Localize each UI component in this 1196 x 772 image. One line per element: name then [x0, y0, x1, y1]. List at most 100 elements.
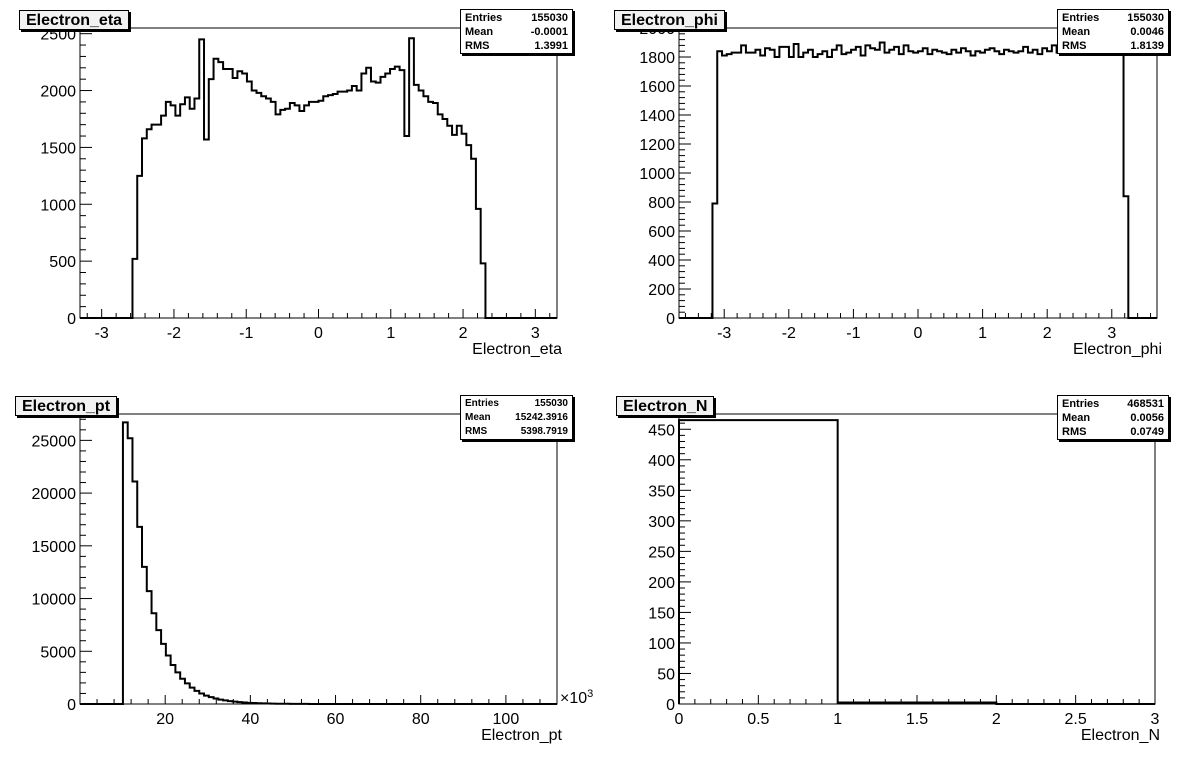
stats-entries-label: Entries	[465, 12, 503, 24]
x-tick-label: 0	[675, 711, 684, 728]
stats-box: Entries 155030 Mean 15242.3916 RMS 5398.791…	[460, 395, 573, 440]
plot-frame	[678, 27, 1158, 319]
stats-entries-value: 155030	[1127, 12, 1164, 24]
x-tick-label: 2	[459, 325, 468, 342]
x-tick-label: 60	[327, 711, 345, 728]
plot-frame	[79, 413, 558, 705]
x-axis-multiplier-exponent: 3	[587, 688, 593, 700]
stats-entries-label: Entries	[1062, 398, 1100, 410]
y-tick-label: 350	[648, 483, 675, 500]
y-tick-label: 5000	[40, 644, 76, 661]
stats-box: Entries 468531 Mean 0.0056 RMS 0.0749	[1057, 395, 1169, 440]
y-tick-label: 1800	[639, 50, 675, 67]
x-axis-label: Electron_eta	[472, 341, 562, 358]
histogram-line	[679, 27, 1157, 319]
stats-entries-value: 468531	[1127, 398, 1164, 410]
stats-rms-value: 1.3991	[534, 40, 568, 52]
pad-electron-n: 0 0.5 1 1.5 2 2.5 3 0 50 100 150 200 250 300 350 400 450…	[598, 386, 1196, 772]
stats-entries-value: 155030	[534, 398, 568, 409]
stats-mean-value: -0.0001	[530, 26, 568, 38]
y-tick-label: 0	[666, 311, 675, 328]
x-axis-label: Electron_phi	[1073, 341, 1162, 358]
stats-mean-value: 0.0056	[1130, 412, 1164, 424]
x-tick-label: -1	[239, 325, 253, 342]
y-tick-label: 400	[648, 253, 675, 270]
stats-entries-label: Entries	[1062, 12, 1100, 24]
y-tick-label: 1600	[639, 79, 675, 96]
y-tick-label: 100	[648, 636, 675, 653]
y-tick-label: 1000	[40, 197, 76, 214]
x-tick-label: 100	[493, 711, 520, 728]
stats-mean-value: 0.0046	[1130, 26, 1164, 38]
y-tick-label: 50	[657, 666, 675, 683]
y-tick-label: 300	[648, 514, 675, 531]
y-tick-label: 1200	[639, 137, 675, 154]
x-tick-label: -3	[95, 325, 109, 342]
histogram-electron-n: 0 0.5 1 1.5 2 2.5 3 0 50 100 150 200 250 300 350 400 450…	[648, 413, 1160, 744]
stats-mean-label: Mean	[1062, 26, 1091, 38]
y-tick-label: 500	[49, 254, 76, 271]
y-tick-label: 200	[648, 282, 675, 299]
histogram-title: Electron_pt	[15, 396, 118, 416]
y-tick-label: 0	[666, 697, 675, 714]
stats-rms-label: RMS	[1062, 426, 1087, 438]
x-axis-label: Electron_N	[1081, 727, 1160, 744]
x-tick-label: 3	[1151, 711, 1160, 728]
y-tick-label: 15000	[32, 539, 77, 556]
y-tick-label: 0	[67, 311, 76, 328]
x-tick-label: 3	[531, 325, 540, 342]
x-tick-label: 80	[412, 711, 430, 728]
y-tick-label: 1400	[639, 108, 675, 125]
histogram-electron-pt: 20 40 60 80 100 0 5000 10000 15000 20000 25000 Elec…	[32, 413, 593, 744]
stats-rms-label: RMS	[1062, 40, 1087, 52]
y-tick-label: 20000	[32, 486, 77, 503]
y-tick-label: 150	[648, 605, 675, 622]
stats-rms-label: RMS	[465, 426, 488, 437]
y-tick-label: 400	[648, 453, 675, 470]
x-tick-label: 3	[1107, 325, 1116, 342]
x-tick-label: 1	[386, 325, 395, 342]
stats-rms-value: 1.8139	[1130, 40, 1164, 52]
x-tick-label: 1	[978, 325, 987, 342]
stats-mean-label: Mean	[465, 412, 491, 423]
x-tick-label: 2.5	[1065, 711, 1087, 728]
y-tick-label: 450	[648, 422, 675, 439]
x-tick-label: 0	[314, 325, 323, 342]
stats-mean-label: Mean	[465, 26, 494, 38]
y-tick-label: 200	[648, 575, 675, 592]
histogram-electron-eta: -3 -2 -1 0 1 2 3 0 500 1000 1500 2000 2500 Electron_e…	[40, 27, 562, 358]
stats-rms-value: 0.0749	[1130, 426, 1164, 438]
stats-rms-label: RMS	[465, 40, 490, 52]
plot-frame	[678, 413, 1156, 705]
y-tick-label: 1000	[639, 166, 675, 183]
stats-rms-value: 5398.7919	[520, 426, 568, 437]
y-tick-label: 250	[648, 544, 675, 561]
histogram-title: Electron_phi	[614, 10, 725, 30]
x-tick-label: -2	[167, 325, 181, 342]
x-tick-label: 2	[1043, 325, 1052, 342]
x-tick-label: -1	[846, 325, 860, 342]
histogram-line	[678, 419, 1155, 705]
histogram-line	[80, 421, 557, 705]
x-axis-label: Electron_pt	[481, 727, 562, 744]
x-tick-label: 1.5	[906, 711, 928, 728]
histogram-title: Electron_eta	[19, 10, 130, 30]
y-tick-label: 0	[67, 697, 76, 714]
stats-box: Entries 155030 Mean -0.0001 RMS 1.3991	[460, 9, 573, 54]
y-tick-label: 2500	[40, 27, 76, 44]
x-tick-label: 40	[241, 711, 259, 728]
x-tick-label: 2	[992, 711, 1001, 728]
y-tick-label: 25000	[32, 433, 77, 450]
y-tick-label: 2000	[40, 84, 76, 101]
pad-electron-eta: -3 -2 -1 0 1 2 3 0 500 1000 1500 2000 2500 Electron_e…	[0, 0, 598, 386]
x-tick-label: 1	[833, 711, 842, 728]
stats-entries-label: Entries	[465, 398, 499, 409]
stats-mean-label: Mean	[1062, 412, 1091, 424]
y-tick-label: 1500	[40, 140, 76, 157]
x-tick-label: 0	[914, 325, 923, 342]
stats-box: Entries 155030 Mean 0.0046 RMS 1.8139	[1057, 9, 1169, 54]
pad-electron-pt: 20 40 60 80 100 0 5000 10000 15000 20000 25000 Elec…	[0, 386, 598, 772]
histogram-electron-phi: -3 -2 -1 0 1 2 3 0 200 400 600 800 1000 1200 1400 1600 1…	[639, 21, 1162, 358]
y-tick-label: 800	[648, 195, 675, 212]
pad-electron-phi: -3 -2 -1 0 1 2 3 0 200 400 600 800 1000 1200 1400 1600 1…	[598, 0, 1196, 386]
